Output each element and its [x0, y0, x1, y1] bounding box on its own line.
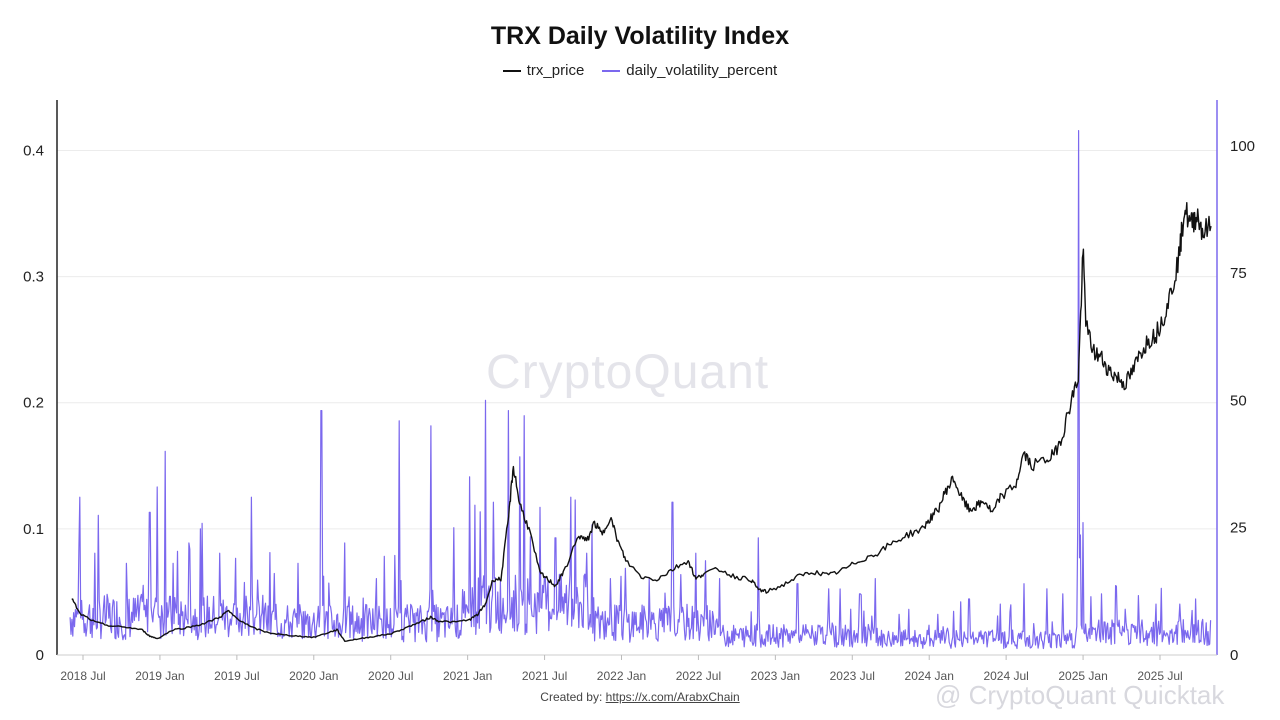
legend: trx_price daily_volatility_percent [0, 62, 1280, 79]
y-left-tick-label: 0.4 [23, 142, 44, 159]
y-left-tick-label: 0 [36, 647, 44, 664]
y-left-tick-label: 0.2 [23, 395, 44, 412]
x-tick-label: 2023 Jul [830, 669, 875, 683]
corner-watermark: @ CryptoQuant Quicktak [935, 680, 1225, 710]
volatility-line [69, 130, 1212, 650]
x-tick-label: 2021 Jul [522, 669, 567, 683]
y-left-tick-label: 0.3 [23, 269, 44, 286]
chart-title: TRX Daily Volatility Index [490, 22, 790, 50]
legend-label-volatility: daily_volatility_percent [626, 62, 778, 79]
legend-swatch-volatility [602, 69, 621, 72]
x-tick-label: 2025 Jul [1137, 669, 1182, 683]
x-tick-label: 2024 Jul [983, 669, 1028, 683]
x-tick-label: 2019 Jul [214, 669, 259, 683]
price-line [71, 201, 1212, 642]
x-tick-label: 2018 Jul [60, 669, 105, 683]
y-right-tick-label: 25 [1230, 520, 1247, 537]
y-right-tick-label: 100 [1230, 138, 1255, 155]
legend-swatch-price [502, 69, 521, 72]
x-tick-label: 2023 Jan [751, 669, 800, 683]
y-right-tick-label: 50 [1230, 392, 1247, 409]
legend-item-price[interactable]: trx_price [502, 62, 585, 79]
credit-link[interactable]: https://x.com/ArabxChain [605, 690, 740, 704]
watermark: CryptoQuant [486, 346, 770, 399]
x-tick-label: 2022 Jan [597, 669, 646, 683]
credit: Created by: https://x.com/ArabxChain [0, 690, 1280, 704]
y-right-tick-label: 0 [1230, 647, 1238, 664]
x-tick-label: 2022 Jul [676, 669, 721, 683]
y-left-tick-label: 0.1 [23, 521, 44, 538]
x-tick-label: 2020 Jul [368, 669, 413, 683]
x-tick-label: 2025 Jan [1058, 669, 1107, 683]
x-tick-label: 2019 Jan [135, 669, 184, 683]
credit-prefix: Created by: [540, 690, 606, 704]
legend-item-volatility[interactable]: daily_volatility_percent [602, 62, 777, 79]
x-tick-label: 2020 Jan [289, 669, 338, 683]
x-tick-label: 2024 Jan [905, 669, 954, 683]
y-right-tick-label: 75 [1230, 265, 1247, 282]
legend-label-price: trx_price [526, 62, 585, 79]
x-tick-label: 2021 Jan [443, 669, 492, 683]
